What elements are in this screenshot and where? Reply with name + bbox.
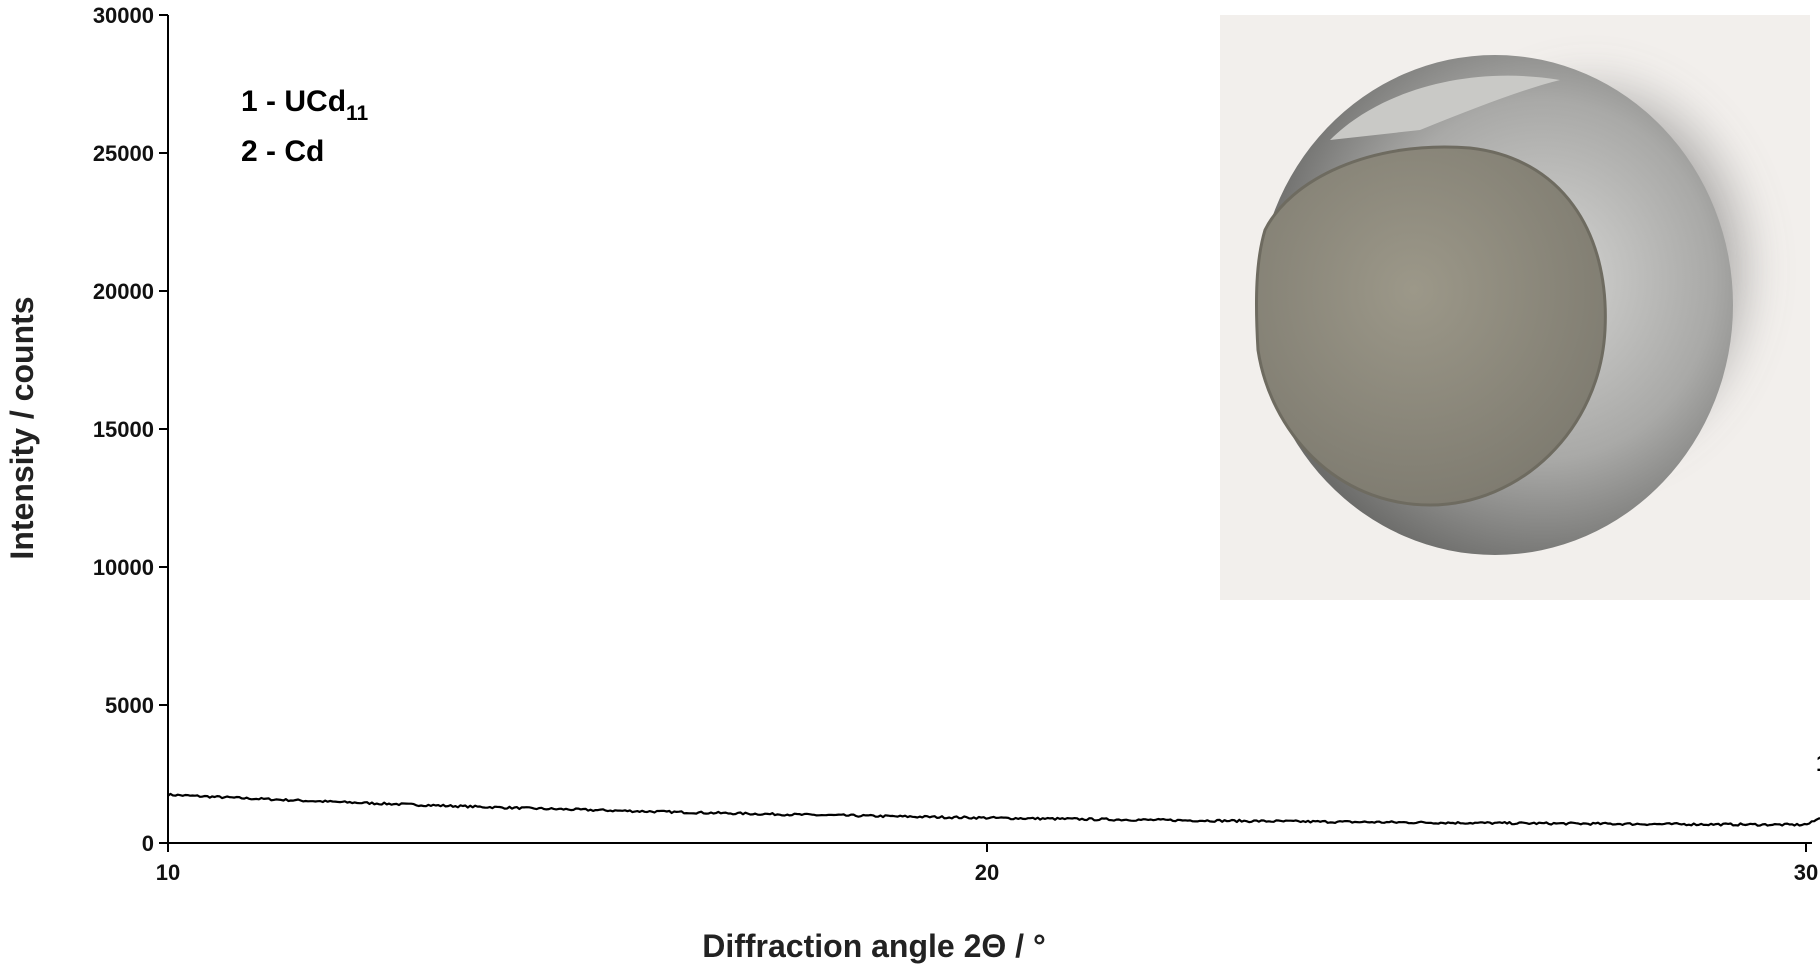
x-ticks: 1020304050607080 [156, 843, 1818, 885]
y-tick-label: 5000 [105, 693, 154, 718]
y-tick-label: 30000 [93, 3, 154, 28]
x-tick-label: 30 [1794, 860, 1818, 885]
legend-entry-1-subscript: 11 [346, 102, 369, 125]
legend-entry-2-formula: Cd [284, 135, 324, 168]
legend: 1 - UCd11 2 - Cd [241, 85, 369, 168]
legend-entry-1-formula: UCd [284, 85, 346, 118]
sample-photo-inset [1220, 15, 1810, 600]
ingot-top-edge [1330, 75, 1560, 140]
x-axis-title: Diffraction angle 2Θ / ° [702, 928, 1046, 964]
y-tick-label: 20000 [93, 279, 154, 304]
peak-labels: 12112111221222222 [1816, 750, 1820, 776]
x-tick-label: 20 [975, 860, 999, 885]
legend-entry-1-number: 1 [241, 85, 258, 118]
y-tick-label: 10000 [93, 555, 154, 580]
ingot-cut-face [1254, 145, 1607, 507]
legend-entry-1: 1 - UCd11 [241, 85, 369, 125]
peak-label: 1 [1816, 750, 1820, 776]
xrd-pattern-line [167, 792, 1820, 827]
y-tick-label: 15000 [93, 417, 154, 442]
legend-entry-1-separator: - [258, 85, 285, 118]
legend-entry-2-separator: - [258, 135, 285, 168]
x-tick-label: 10 [156, 860, 180, 885]
legend-entry-2-number: 2 [241, 135, 258, 168]
y-tick-label: 25000 [93, 141, 154, 166]
legend-entry-2: 2 - Cd [241, 135, 324, 168]
y-tick-label: 0 [142, 831, 154, 856]
y-ticks: 0 5000 10000 15000 20000 25000 30000 [93, 3, 168, 856]
y-axis-title: Intensity / counts [4, 296, 40, 559]
